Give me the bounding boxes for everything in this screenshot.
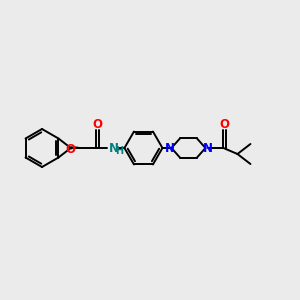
Text: N: N bbox=[164, 142, 175, 154]
Text: N: N bbox=[109, 142, 118, 154]
Text: O: O bbox=[220, 118, 230, 131]
Text: O: O bbox=[92, 118, 103, 131]
Text: H: H bbox=[116, 146, 124, 156]
Text: O: O bbox=[65, 143, 76, 156]
Text: N: N bbox=[202, 142, 212, 154]
